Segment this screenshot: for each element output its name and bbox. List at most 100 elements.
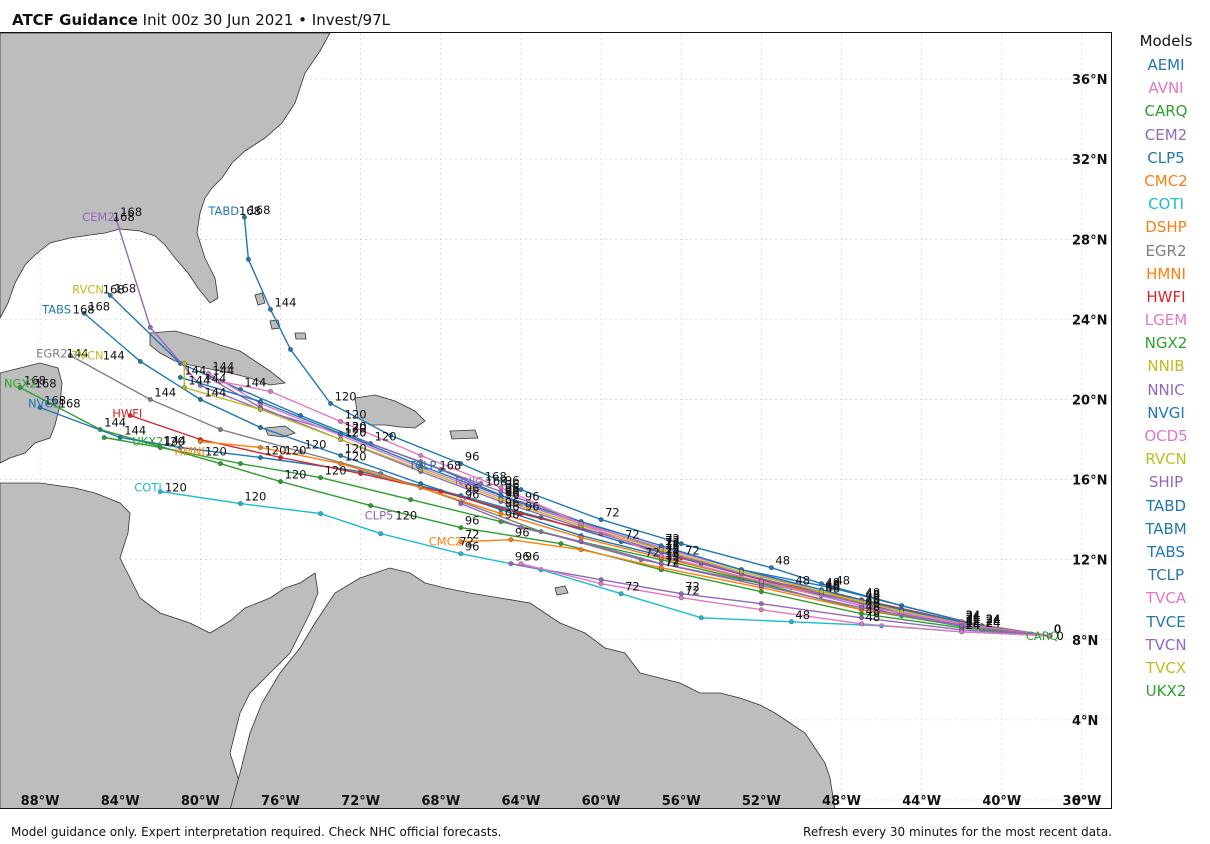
lon-label: 72°W [341, 794, 380, 809]
track-point [518, 561, 524, 567]
hour-label: 72 [665, 554, 680, 568]
hour-label: 72 [645, 546, 660, 560]
hour-label: 0 [1054, 622, 1061, 636]
track-point [658, 553, 664, 559]
hour-label: 96 [525, 490, 540, 504]
track-point [338, 431, 344, 436]
track-point [859, 615, 864, 621]
lon-label: 40°W [982, 794, 1021, 809]
hour-label: 120 [244, 490, 266, 504]
hour-label: 144 [212, 359, 234, 373]
hour-label: 120 [285, 468, 307, 482]
hour-label: 144 [164, 434, 186, 448]
hour-label: 120 [345, 426, 367, 440]
hour-label: 96 [505, 496, 520, 510]
model-label-hour: 144 [103, 348, 125, 362]
track-point [67, 353, 73, 358]
legend-item-cem2: CEM2 [1144, 125, 1188, 144]
legend-item-ukx2: UKX2 [1145, 682, 1187, 701]
lat-label: 28°N [1072, 233, 1107, 248]
track-point [959, 629, 965, 635]
hour-label: 120 [264, 444, 286, 458]
hour-label: 72 [665, 550, 680, 564]
track-point [157, 489, 163, 494]
legend: Models AEMI AVNI CARQ CEM2 CLP5 CMC2 COTI DSHP E… [1126, 30, 1206, 703]
track-point [789, 619, 794, 625]
track-point [288, 347, 293, 352]
track-point [328, 401, 333, 406]
track-point [819, 589, 824, 595]
track-point [418, 485, 424, 490]
hour-label: 96 [525, 500, 540, 514]
track-point [678, 595, 684, 601]
track-point [458, 525, 464, 531]
track-point [498, 489, 504, 494]
track-point [268, 389, 273, 394]
hour-label: 24 [986, 616, 1001, 630]
hour-label: 0 [1054, 622, 1061, 636]
lat-label: 32°N [1072, 153, 1107, 168]
track-point [177, 375, 183, 380]
track-point [458, 551, 464, 557]
hour-label: 144 [184, 363, 206, 377]
hour-label: 96 [515, 526, 530, 540]
hour-label: 48 [795, 608, 810, 622]
hour-label: 144 [204, 385, 226, 399]
hour-label: 0 [1054, 622, 1061, 636]
hour-label: 0 [1054, 622, 1061, 636]
hour-label: 120 [345, 420, 367, 434]
track-point [738, 569, 744, 575]
track-point [157, 445, 163, 450]
hour-label: 24 [966, 610, 981, 624]
track-point [418, 467, 424, 472]
lat-label: 8°N [1072, 634, 1098, 649]
hour-label: 0 [1054, 622, 1061, 636]
track-point [181, 361, 187, 366]
map-panel[interactable]: 0 24 48 72 96 120 144 168 0 24 48 72 96 120 144 168 0 24 4… [0, 32, 1112, 809]
hour-label: 24 [966, 610, 981, 624]
legend-item-hwfi: HWFI [1146, 287, 1186, 306]
track-point [418, 453, 424, 458]
track-point [246, 256, 251, 262]
track-point [368, 503, 374, 509]
hour-label: 24 [966, 610, 981, 624]
track-point [238, 461, 243, 466]
lat-label: 36°N [1072, 73, 1107, 88]
map-canvas[interactable]: 0244872961201441680244872961201441680244… [0, 33, 1112, 809]
model-label-carq: CARQ [1026, 629, 1059, 643]
model-label-hour: 0 [1056, 629, 1063, 643]
hour-label: 0 [1054, 622, 1061, 636]
track-point [758, 579, 764, 585]
lon-label: 68°W [421, 794, 460, 809]
track-point [217, 427, 223, 432]
lon-label: 56°W [662, 794, 701, 809]
legend-item-coti: COTI [1148, 195, 1184, 214]
track-point [258, 399, 263, 404]
hour-label: 168 [88, 299, 110, 313]
lon-label: 44°W [902, 794, 941, 809]
legend-item-cmc2: CMC2 [1144, 171, 1188, 190]
model-label-hwfi: HWFI [112, 406, 142, 420]
chart-title: ATCF Guidance Init 00z 30 Jun 2021 • Inv… [12, 11, 390, 29]
legend-item-aemi: AEMI [1147, 56, 1185, 74]
track-point [698, 615, 704, 621]
model-label-hour: 168 [485, 475, 507, 489]
track-point [238, 501, 243, 507]
hour-label: 72 [665, 532, 680, 546]
hour-label: 96 [515, 550, 530, 564]
longitude-labels: 88°W 84°W 80°W 76°W 72°W 68°W 64°W 60°W 56°W 52°W… [21, 794, 1102, 809]
hour-label: 120 [345, 426, 367, 440]
model-label-rvcn: RVCN [72, 282, 104, 296]
track-point [558, 541, 564, 547]
track-point [217, 379, 223, 384]
track-point [959, 623, 965, 629]
hour-label: 0 [1054, 622, 1061, 636]
hour-label: 72 [665, 546, 680, 560]
lat-label: 24°N [1072, 313, 1107, 328]
hour-label: 72 [665, 538, 680, 552]
hour-label: 72 [665, 544, 680, 558]
track-point [578, 521, 584, 527]
hour-label: 168 [485, 470, 507, 484]
hour-label: 24 [966, 608, 981, 622]
track-point [758, 583, 764, 589]
